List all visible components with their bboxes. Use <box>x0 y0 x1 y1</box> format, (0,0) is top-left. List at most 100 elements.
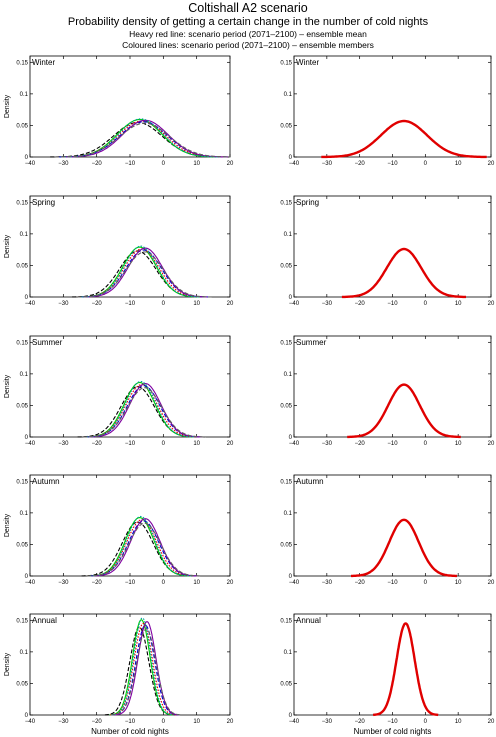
x-tick-label: −30 <box>58 580 69 586</box>
y-axis-label: Density <box>4 513 11 537</box>
y-tick-label: 0.15 <box>16 618 28 624</box>
x-tick-label: 0 <box>424 301 428 307</box>
x-tick-label: −40 <box>25 161 36 167</box>
y-tick-label: 0.1 <box>284 650 293 656</box>
y-tick-label: 0 <box>289 435 293 441</box>
x-tick-label: −40 <box>289 580 300 586</box>
mean-line <box>372 622 439 717</box>
y-tick-label: 0 <box>25 713 29 719</box>
y-tick-label: 0.15 <box>280 340 292 346</box>
x-tick-label: −30 <box>322 719 333 725</box>
member-line <box>87 519 196 577</box>
y-tick-label: 0.15 <box>280 618 292 624</box>
y-tick-label: 0 <box>289 574 293 580</box>
y-tick-label: 0.15 <box>280 200 292 206</box>
member-line <box>79 246 201 298</box>
y-tick-label: 0 <box>289 295 293 301</box>
member-line <box>84 385 203 438</box>
x-tick-label: 0 <box>424 441 428 447</box>
y-tick-label: 0.05 <box>16 542 28 548</box>
member-line <box>81 521 194 577</box>
member-line <box>111 624 180 716</box>
season-label: Annual <box>32 616 57 625</box>
y-tick-label: 0.15 <box>16 479 28 485</box>
x-tick-label: −30 <box>58 441 69 447</box>
y-tick-label: 0.1 <box>284 92 293 98</box>
x-tick-label: 10 <box>193 719 200 725</box>
season-label: Summer <box>32 338 63 347</box>
y-axis-label: Density <box>4 374 11 398</box>
member-line <box>111 617 174 716</box>
x-tick-label: −40 <box>289 161 300 167</box>
x-tick-label: −40 <box>25 441 36 447</box>
x-tick-label: 0 <box>424 161 428 167</box>
x-tick-label: 0 <box>162 441 166 447</box>
x-tick-label: −20 <box>355 441 366 447</box>
x-tick-label: −20 <box>355 719 366 725</box>
member-line <box>92 518 199 577</box>
x-tick-label: 0 <box>162 161 166 167</box>
mean-line <box>341 247 466 299</box>
member-line <box>61 118 220 158</box>
member-line <box>84 384 200 438</box>
mean-line <box>347 383 461 439</box>
x-tick-label: −20 <box>92 441 103 447</box>
y-tick-label: 0 <box>289 713 293 719</box>
y-tick-label: 0.05 <box>280 681 292 687</box>
member-line <box>77 386 198 438</box>
y-tick-label: 0.05 <box>16 123 28 129</box>
member-line <box>110 622 177 716</box>
season-label: Winter <box>32 58 55 67</box>
legend-line-members: Coloured lines: scenario period (2071–21… <box>122 40 374 50</box>
y-tick-label: 0.1 <box>284 372 293 378</box>
y-axis-label: Density <box>4 652 11 676</box>
x-tick-label: −30 <box>322 441 333 447</box>
y-tick-label: 0.1 <box>284 232 293 238</box>
x-tick-label: −30 <box>58 161 69 167</box>
chart-title: Coltishall A2 scenario <box>188 1 308 15</box>
member-line <box>83 247 208 298</box>
member-line <box>78 248 205 298</box>
x-tick-label: 20 <box>227 161 234 167</box>
y-tick-label: 0.1 <box>20 650 29 656</box>
member-line <box>63 119 228 158</box>
member-line <box>58 119 221 158</box>
x-tick-label: −10 <box>387 301 398 307</box>
panel-frame-spring-mean <box>293 195 492 298</box>
season-label: Spring <box>296 198 319 207</box>
y-tick-label: 0.1 <box>20 511 29 517</box>
panel-frame-winter-mean <box>293 55 492 158</box>
x-tick-label: −30 <box>322 301 333 307</box>
x-tick-label: 10 <box>455 301 462 307</box>
member-line <box>87 522 202 577</box>
x-tick-label: 10 <box>455 719 462 725</box>
x-tick-label: 10 <box>193 301 200 307</box>
panel-frame-autumn-mean <box>293 474 492 577</box>
x-tick-label: −20 <box>92 301 103 307</box>
x-tick-label: 20 <box>488 301 495 307</box>
y-tick-label: 0.15 <box>16 200 28 206</box>
member-line <box>111 628 182 716</box>
y-tick-label: 0.05 <box>280 123 292 129</box>
x-axis-label: Number of cold nights <box>354 727 432 736</box>
member-line <box>81 245 201 298</box>
panel-frame-summer-mean <box>293 335 492 438</box>
y-tick-label: 0.15 <box>280 479 292 485</box>
member-line <box>57 120 226 158</box>
y-tick-label: 0.05 <box>280 403 292 409</box>
x-tick-label: −10 <box>387 719 398 725</box>
x-tick-label: 20 <box>227 580 234 586</box>
member-line <box>77 251 212 298</box>
x-tick-label: 20 <box>227 441 234 447</box>
x-tick-label: 0 <box>162 301 166 307</box>
member-line <box>79 249 208 298</box>
mean-line <box>351 518 457 578</box>
x-tick-label: −30 <box>58 301 69 307</box>
y-tick-label: 0.15 <box>280 60 292 66</box>
member-line <box>50 121 226 158</box>
x-tick-label: 0 <box>162 580 166 586</box>
x-tick-label: 10 <box>193 161 200 167</box>
x-tick-label: −10 <box>387 580 398 586</box>
x-tick-label: −20 <box>355 161 366 167</box>
y-tick-label: 0.05 <box>16 263 28 269</box>
